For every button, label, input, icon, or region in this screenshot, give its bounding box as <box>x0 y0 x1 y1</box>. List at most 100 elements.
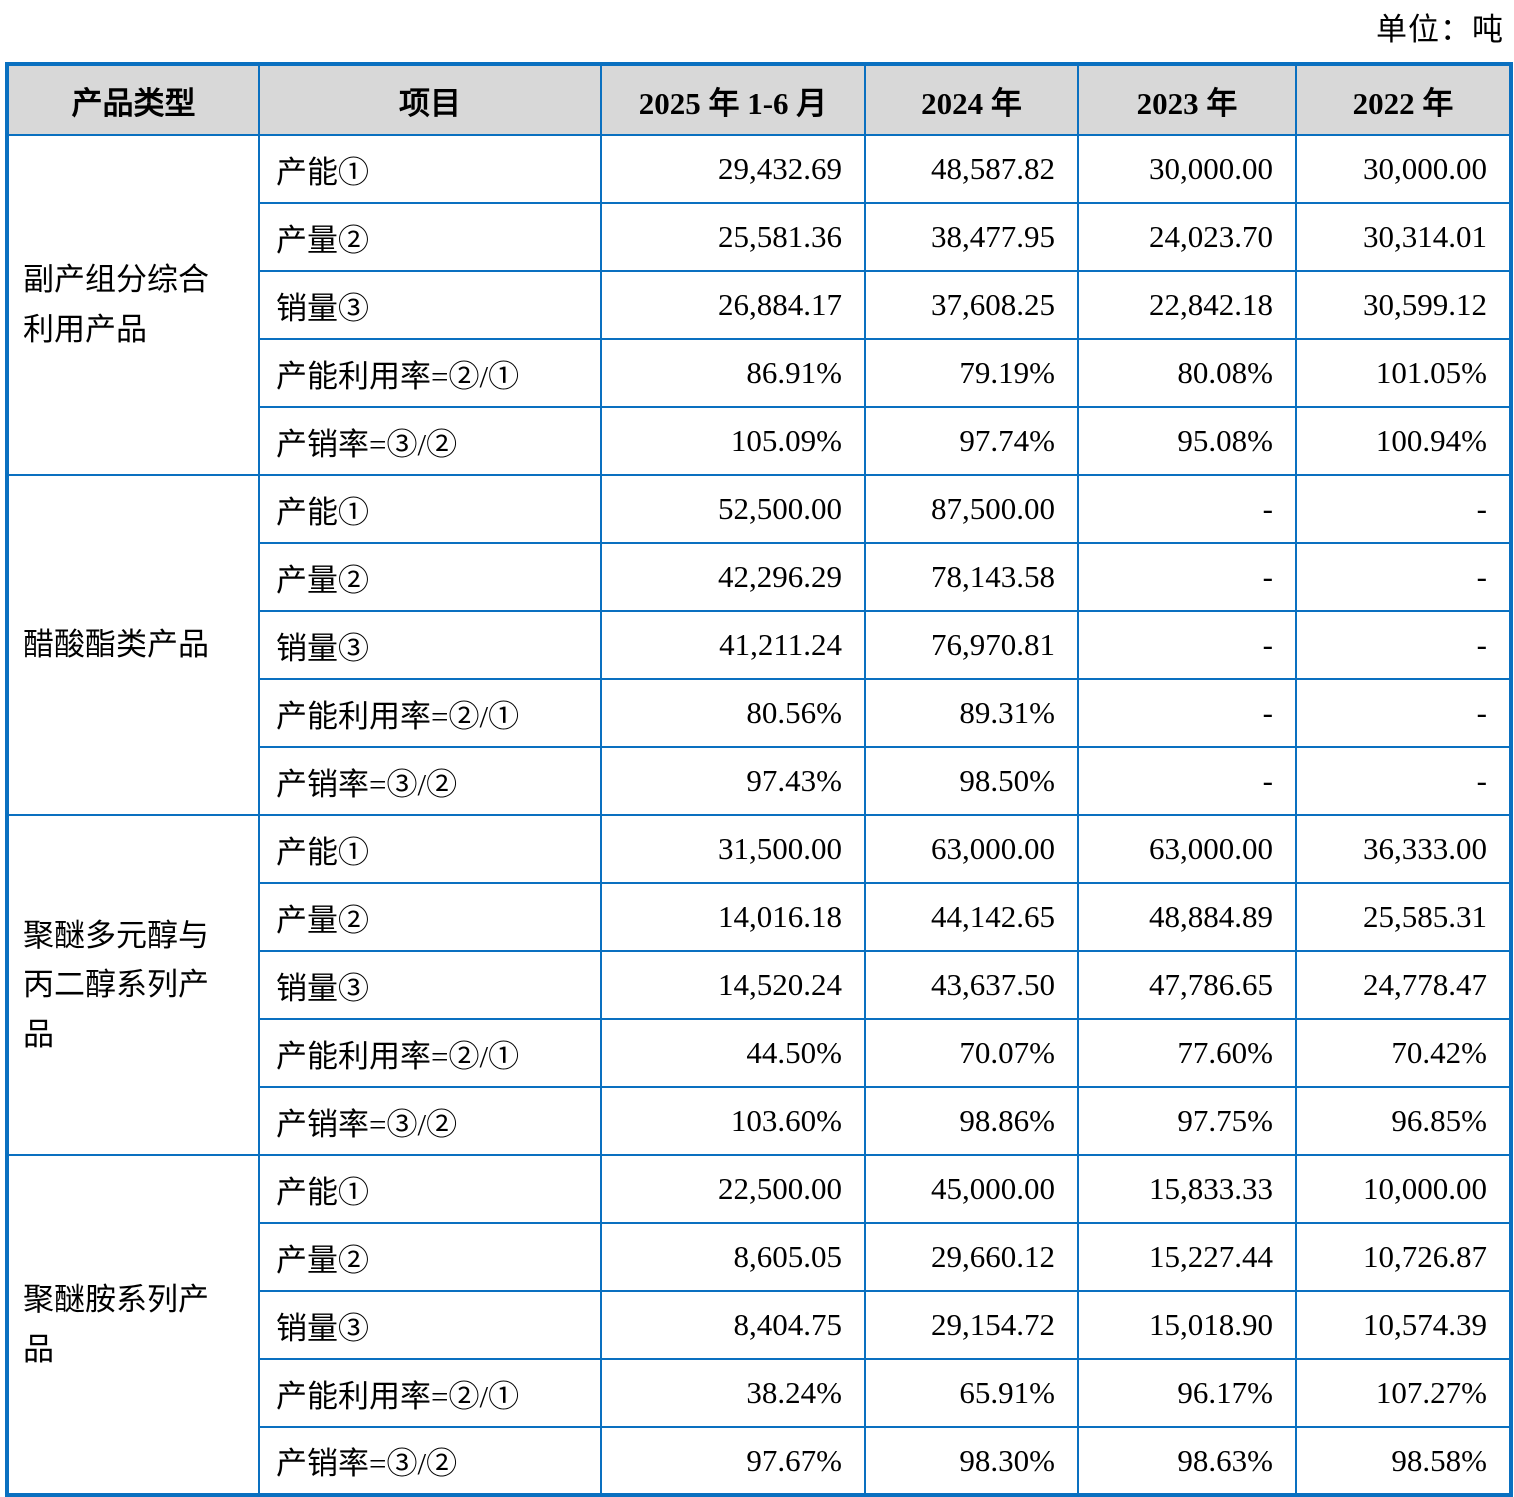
header-row: 产品类型 项目 2025 年 1-6 月 2024 年 2023 年 2022 … <box>6 63 1512 136</box>
value-cell: 63,000.00 <box>864 814 1079 884</box>
value-cell: 96.85% <box>1295 1086 1512 1156</box>
value-cell: 22,500.00 <box>600 1154 866 1224</box>
header-2022: 2022 年 <box>1295 63 1512 136</box>
value-cell: 31,500.00 <box>600 814 866 884</box>
value-cell: 24,023.70 <box>1077 202 1297 272</box>
value-cell: 101.05% <box>1295 338 1512 408</box>
value-cell: 77.60% <box>1077 1018 1297 1088</box>
item-sales: 销量③ <box>258 270 602 340</box>
value-cell: - <box>1077 542 1297 612</box>
table-row: 醋酸酯类产品 产能① 52,500.00 87,500.00 - - <box>6 474 1512 816</box>
value-cell: 30,000.00 <box>1295 134 1512 204</box>
value-cell: 48,884.89 <box>1077 882 1297 952</box>
item-capacity: 产能① <box>258 474 602 544</box>
table-row: 销量③ 26,884.17 37,608.25 22,842.18 30,599… <box>7 270 1512 340</box>
item-sales: 销量③ <box>258 610 602 680</box>
value-cell: 98.63% <box>1077 1426 1297 1496</box>
value-cell: - <box>1077 474 1297 544</box>
value-cell: 41,211.24 <box>600 610 866 680</box>
value-cell: - <box>1077 610 1297 680</box>
value-cell: 10,574.39 <box>1295 1290 1512 1360</box>
item-utilization: 产能利用率=②/① <box>258 1358 602 1428</box>
value-cell: 44.50% <box>600 1018 866 1088</box>
item-sales-ratio: 产销率=③/② <box>258 1426 602 1496</box>
table-row: 产量② 42,296.29 78,143.58 - - <box>7 542 1512 612</box>
value-cell: 100.94% <box>1295 406 1512 476</box>
table-row: 销量③ 41,211.24 76,970.81 - - <box>7 610 1512 680</box>
table-row: 产销率=③/② 105.09% 97.74% 95.08% 100.94% <box>7 406 1512 476</box>
value-cell: 25,585.31 <box>1295 882 1512 952</box>
table-row: 聚醚胺系列产 品 产能① 22,500.00 45,000.00 15,833.… <box>6 1154 1512 1496</box>
table-row: 产量② 25,581.36 38,477.95 24,023.70 30,314… <box>7 202 1512 272</box>
table-row: 聚醚多元醇与 丙二醇系列产 品 产能① 31,500.00 63,000.00 … <box>6 814 1512 1156</box>
value-cell: 38,477.95 <box>864 202 1079 272</box>
item-capacity: 产能① <box>258 134 602 204</box>
value-cell: 29,660.12 <box>864 1222 1079 1292</box>
table-row: 销量③ 8,404.75 29,154.72 15,018.90 10,574.… <box>7 1290 1512 1360</box>
item-sales-ratio: 产销率=③/② <box>258 406 602 476</box>
value-cell: 42,296.29 <box>600 542 866 612</box>
value-cell: 43,637.50 <box>864 950 1079 1020</box>
table-row: 产销率=③/② 103.60% 98.86% 97.75% 96.85% <box>7 1086 1512 1156</box>
value-cell: 107.27% <box>1295 1358 1512 1428</box>
value-cell: 80.56% <box>600 678 866 748</box>
value-cell: 26,884.17 <box>600 270 866 340</box>
value-cell: 22,842.18 <box>1077 270 1297 340</box>
value-cell: 87,500.00 <box>864 474 1079 544</box>
item-capacity: 产能① <box>258 814 602 884</box>
value-cell: - <box>1295 474 1512 544</box>
table-row: 销量③ 14,520.24 43,637.50 47,786.65 24,778… <box>7 950 1512 1020</box>
value-cell: 15,018.90 <box>1077 1290 1297 1360</box>
header-item: 项目 <box>258 63 602 136</box>
value-cell: 98.58% <box>1295 1426 1512 1496</box>
value-cell: - <box>1295 678 1512 748</box>
item-capacity: 产能① <box>258 1154 602 1224</box>
value-cell: 14,016.18 <box>600 882 866 952</box>
value-cell: 15,227.44 <box>1077 1222 1297 1292</box>
value-cell: 29,432.69 <box>600 134 866 204</box>
value-cell: 89.31% <box>864 678 1079 748</box>
value-cell: 79.19% <box>864 338 1079 408</box>
value-cell: 30,599.12 <box>1295 270 1512 340</box>
value-cell: 30,000.00 <box>1077 134 1297 204</box>
item-sales: 销量③ <box>258 950 602 1020</box>
table-row: 副产组分综合 利用产品 产能① 29,432.69 48,587.82 30,0… <box>6 134 1512 476</box>
header-product-type: 产品类型 <box>6 63 260 136</box>
item-output: 产量② <box>258 1222 602 1292</box>
value-cell: - <box>1295 542 1512 612</box>
value-cell: 24,778.47 <box>1295 950 1512 1020</box>
table-row: 产能利用率=②/① 86.91% 79.19% 80.08% 101.05% <box>7 338 1512 408</box>
item-sales: 销量③ <box>258 1290 602 1360</box>
value-cell: 70.07% <box>864 1018 1079 1088</box>
value-cell: 78,143.58 <box>864 542 1079 612</box>
value-cell: 97.75% <box>1077 1086 1297 1156</box>
value-cell: 52,500.00 <box>600 474 866 544</box>
table-row: 产量② 14,016.18 44,142.65 48,884.89 25,585… <box>7 882 1512 952</box>
item-utilization: 产能利用率=②/① <box>258 1018 602 1088</box>
value-cell: 95.08% <box>1077 406 1297 476</box>
value-cell: - <box>1295 610 1512 680</box>
product-type-polyether-polyol: 聚醚多元醇与 丙二醇系列产 品 <box>6 814 260 1156</box>
value-cell: 38.24% <box>600 1358 866 1428</box>
value-cell: 76,970.81 <box>864 610 1079 680</box>
value-cell: 97.43% <box>600 746 866 816</box>
header-2024: 2024 年 <box>864 63 1079 136</box>
value-cell: 70.42% <box>1295 1018 1512 1088</box>
value-cell: 63,000.00 <box>1077 814 1297 884</box>
value-cell: 37,608.25 <box>864 270 1079 340</box>
table-row: 产量② 8,605.05 29,660.12 15,227.44 10,726.… <box>7 1222 1512 1292</box>
item-sales-ratio: 产销率=③/② <box>258 1086 602 1156</box>
product-type-byproduct: 副产组分综合 利用产品 <box>6 134 260 476</box>
value-cell: 8,605.05 <box>600 1222 866 1292</box>
item-output: 产量② <box>258 202 602 272</box>
value-cell: - <box>1077 746 1297 816</box>
value-cell: 30,314.01 <box>1295 202 1512 272</box>
value-cell: 14,520.24 <box>600 950 866 1020</box>
production-capacity-table: 产品类型 项目 2025 年 1-6 月 2024 年 2023 年 2022 … <box>5 62 1513 1497</box>
table-row: 产能利用率=②/① 80.56% 89.31% - - <box>7 678 1512 748</box>
table-row: 产销率=③/② 97.43% 98.50% - - <box>7 746 1512 816</box>
value-cell: 25,581.36 <box>600 202 866 272</box>
value-cell: 98.86% <box>864 1086 1079 1156</box>
value-cell: 8,404.75 <box>600 1290 866 1360</box>
item-sales-ratio: 产销率=③/② <box>258 746 602 816</box>
